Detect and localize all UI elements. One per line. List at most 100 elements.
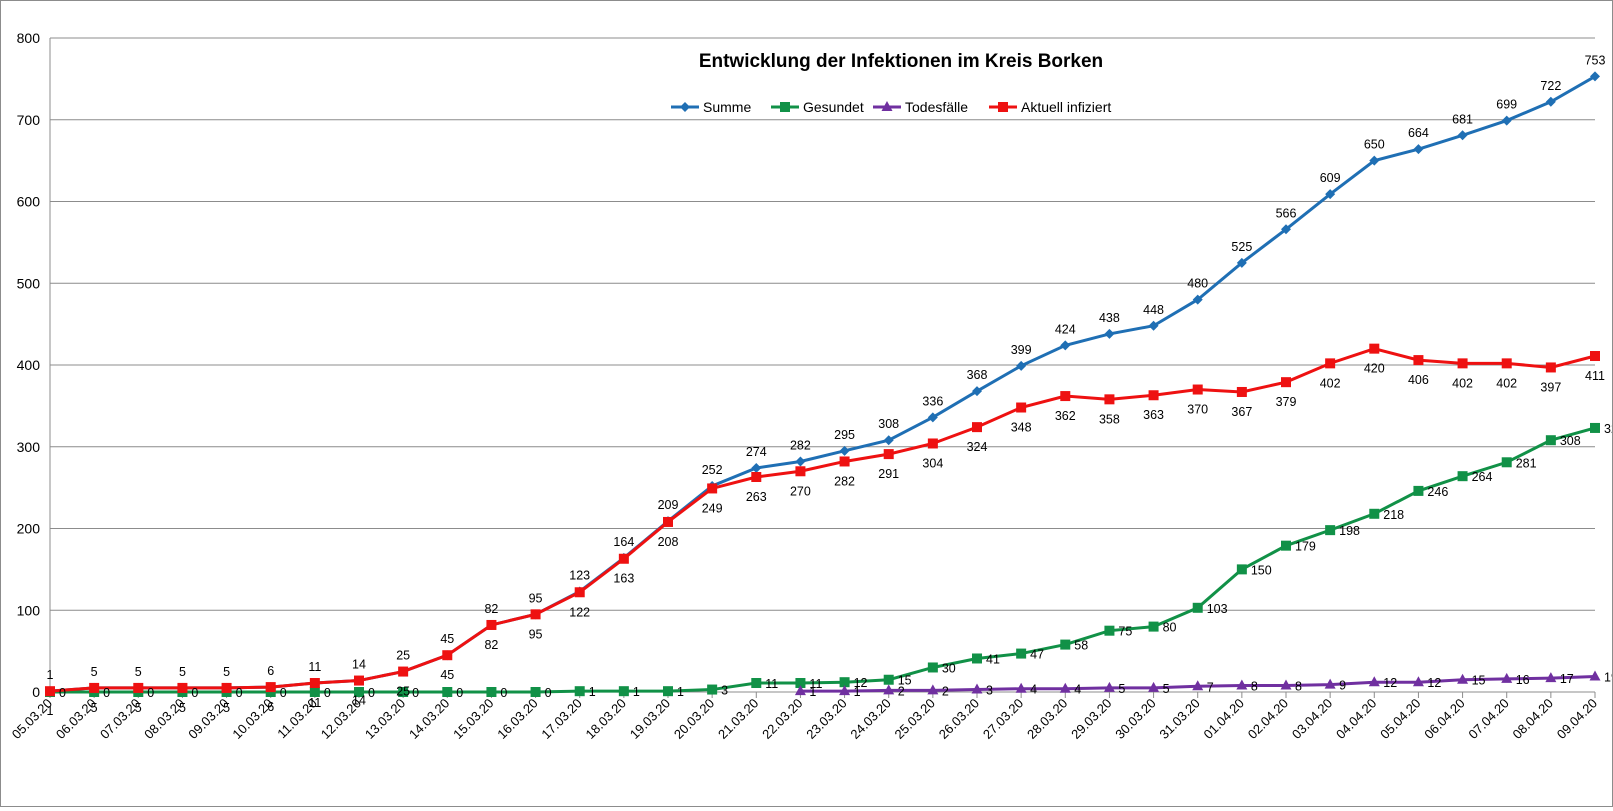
data-label: 14 <box>352 658 366 672</box>
x-tick-label: 07.04.20 <box>1465 696 1511 742</box>
data-label: 295 <box>834 428 855 442</box>
data-point <box>486 619 497 630</box>
x-tick-label: 09.04.20 <box>1554 696 1600 742</box>
data-point <box>971 683 983 694</box>
data-point <box>1369 155 1380 166</box>
data-label: 5 <box>223 665 230 679</box>
legend-item: Todesfälle <box>873 99 968 115</box>
x-tick-label: 15.03.20 <box>450 696 496 742</box>
data-label: 14 <box>352 694 366 708</box>
data-point <box>839 445 850 456</box>
data-label: 5 <box>135 665 142 679</box>
data-label: 17 <box>1560 672 1574 686</box>
data-point <box>1236 564 1247 575</box>
data-point <box>1413 355 1424 366</box>
data-label: 1 <box>633 685 640 699</box>
data-label: 15 <box>1472 674 1486 688</box>
data-point <box>1192 384 1203 395</box>
data-label: 45 <box>440 668 454 682</box>
y-tick-label: 600 <box>17 194 41 210</box>
data-point <box>1192 680 1204 691</box>
data-label: 0 <box>545 686 552 700</box>
y-tick-label: 800 <box>17 30 41 46</box>
data-label: 209 <box>658 498 679 512</box>
data-label: 6 <box>267 700 274 714</box>
data-label: 323 <box>1604 422 1612 436</box>
data-label: 368 <box>967 368 988 382</box>
data-point <box>1324 678 1336 689</box>
data-label: 5 <box>223 701 230 715</box>
data-point <box>89 682 100 693</box>
y-tick-label: 0 <box>32 684 40 700</box>
data-label: 0 <box>236 686 243 700</box>
data-point <box>883 449 894 460</box>
data-label: 406 <box>1408 373 1429 387</box>
data-label: 1 <box>47 668 54 682</box>
data-label: 179 <box>1295 540 1316 554</box>
data-label: 609 <box>1320 171 1341 185</box>
data-label: 4 <box>1074 683 1081 697</box>
data-point <box>795 466 806 477</box>
data-label: 75 <box>1118 625 1132 639</box>
data-point <box>574 686 585 697</box>
data-label: 95 <box>529 591 543 605</box>
data-label: 480 <box>1187 277 1208 291</box>
x-tick-label: 06.04.20 <box>1421 696 1467 742</box>
data-point <box>1060 340 1071 351</box>
data-point <box>442 687 453 697</box>
x-tick-label: 29.03.20 <box>1068 696 1114 742</box>
data-label: 30 <box>942 661 956 675</box>
data-point <box>618 686 629 697</box>
axes: 010020030040050060070080005.03.2006.03.2… <box>9 30 1600 742</box>
data-point <box>795 678 806 689</box>
data-label: 19 <box>1604 670 1612 684</box>
data-point <box>1590 71 1600 82</box>
data-point <box>1148 320 1159 331</box>
data-label: 308 <box>1560 434 1581 448</box>
data-point <box>1369 508 1380 519</box>
data-point <box>839 677 850 688</box>
data-label: 2 <box>942 684 949 698</box>
data-point <box>1104 394 1115 405</box>
data-point <box>398 687 409 697</box>
data-point <box>530 687 541 697</box>
legend-label: Todesfälle <box>905 99 968 115</box>
data-label: 12 <box>854 676 868 690</box>
data-point <box>45 686 55 697</box>
data-point <box>354 687 364 697</box>
data-label: 1 <box>47 704 54 718</box>
data-point <box>1325 525 1336 536</box>
data-point <box>1104 625 1115 636</box>
data-label: 291 <box>878 467 899 481</box>
x-tick-label: 30.03.20 <box>1112 696 1158 742</box>
data-label: 448 <box>1143 303 1164 317</box>
data-label: 82 <box>484 602 498 616</box>
data-point <box>839 685 851 696</box>
y-tick-label: 400 <box>17 357 41 373</box>
data-label: 681 <box>1452 112 1473 126</box>
data-point <box>309 687 320 697</box>
data-point <box>1501 672 1513 683</box>
data-label: 282 <box>834 474 855 488</box>
data-label: 1 <box>677 685 684 699</box>
data-label: 25 <box>396 649 410 663</box>
y-tick-label: 100 <box>17 602 41 618</box>
x-tick-label: 14.03.20 <box>406 696 452 742</box>
data-label: 103 <box>1207 602 1228 616</box>
data-point <box>530 609 541 620</box>
y-tick-label: 700 <box>17 112 41 128</box>
data-point <box>1589 670 1601 681</box>
data-label: 411 <box>1585 369 1605 383</box>
data-label: 122 <box>569 605 590 619</box>
legend-item: Aktuell infiziert <box>989 99 1111 115</box>
data-label: 0 <box>59 686 66 700</box>
x-tick-label: 28.03.20 <box>1024 696 1070 742</box>
x-tick-label: 20.03.20 <box>671 696 717 742</box>
data-point <box>1192 602 1203 613</box>
data-point <box>1236 386 1247 397</box>
data-label: 0 <box>324 686 331 700</box>
data-point <box>1457 358 1468 369</box>
data-point <box>1325 358 1336 369</box>
data-label: 12 <box>1427 676 1441 690</box>
